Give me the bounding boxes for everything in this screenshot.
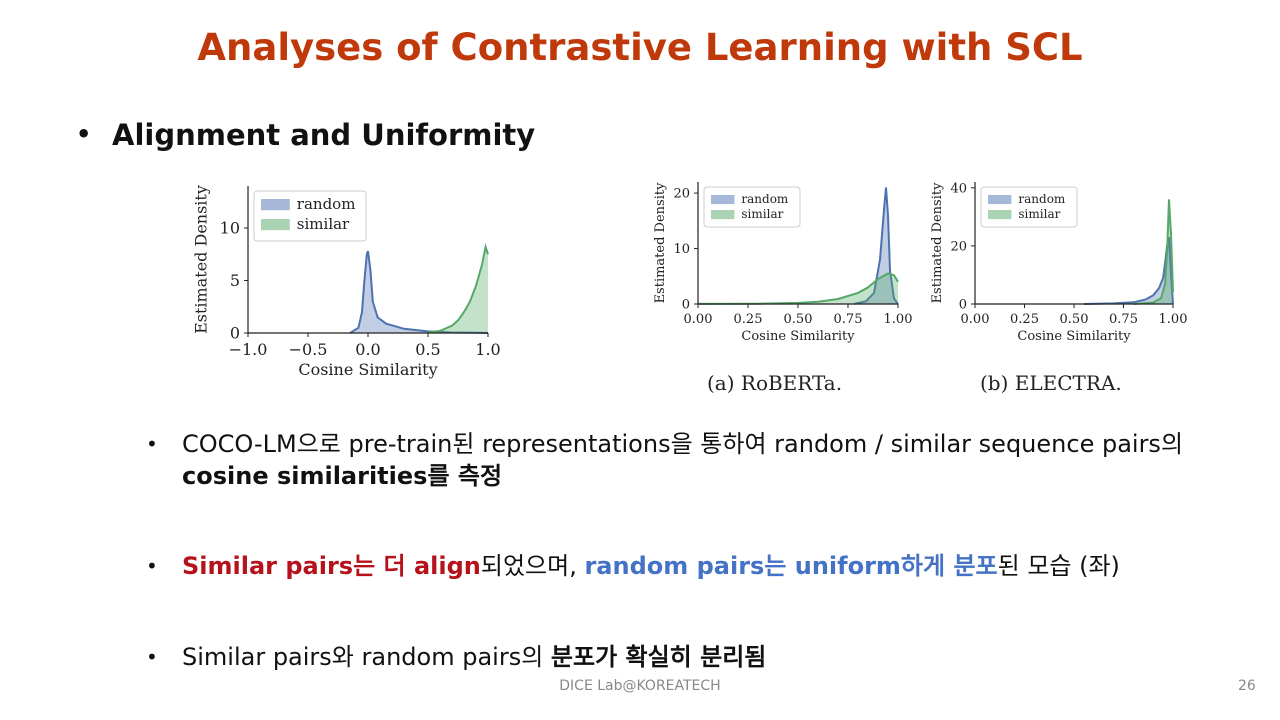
bullet-3-part-1: Similar pairs와 random pairs의 [182, 643, 551, 671]
legend-label-similar: similar [1018, 207, 1060, 221]
bullet-2-text: Similar pairs는 더 align되었으며, random pairs… [182, 550, 1206, 582]
y-tick-label: 10 [220, 219, 240, 238]
x-tick-label: 0.0 [355, 340, 380, 359]
y-tick-label: 40 [950, 181, 967, 196]
y-axis-label: Estimated Density [930, 182, 945, 304]
bullet-2: • Similar pairs는 더 align되었으며, random pai… [146, 550, 1206, 582]
legend-swatch-similar [988, 210, 1012, 220]
legend-swatch-similar [711, 210, 735, 220]
legend-label-similar: similar [741, 207, 783, 221]
bullet-2-part-1: Similar pairs는 더 align [182, 552, 481, 580]
series-area-random [1083, 237, 1173, 304]
legend-label-random: random [1018, 192, 1066, 206]
legend-swatch-random [261, 199, 290, 211]
x-tick-label: −0.5 [289, 340, 328, 359]
x-tick-label: 0.25 [1010, 312, 1039, 327]
bullet-1-text: COCO-LM으로 pre-train된 representations을 통하… [182, 428, 1206, 492]
chart-roberta: 0.00 0.25 0.50 0.75 1.00 0 10 20 Cosine Similari… [653, 182, 913, 344]
bullet-1-part-2: cosine similarities를 측정 [182, 462, 503, 490]
x-tick-label: 0.75 [834, 312, 863, 327]
legend-swatch-similar [261, 219, 290, 231]
series-line-similar [697, 272, 899, 305]
chart-electra: 0.00 0.25 0.50 0.75 1.00 0 20 40 Cosine Similari… [930, 181, 1188, 344]
x-tick-label: 0.00 [961, 312, 990, 327]
series-line-random [853, 187, 899, 305]
series-area-random [350, 251, 488, 333]
x-tick-label: 0.50 [784, 312, 813, 327]
bullet-3: • Similar pairs와 random pairs의 분포가 확실히 분… [146, 641, 1206, 673]
legend-label-random: random [297, 195, 356, 213]
x-tick-label: −1.0 [229, 340, 268, 359]
series-line-similar [427, 242, 489, 334]
series-line-random [1083, 236, 1174, 305]
section-bullet: • Alignment and Uniformity [76, 118, 535, 152]
page-number: 26 [1238, 678, 1256, 694]
series-line-similar [1133, 199, 1174, 305]
bullet-3-part-2: 분포가 확실히 분리됨 [550, 643, 767, 671]
y-tick-label: 20 [673, 187, 690, 202]
series-line-random [349, 250, 489, 334]
x-axis-label: Cosine Similarity [298, 360, 437, 379]
x-tick-label: 0.25 [734, 312, 763, 327]
y-tick-label: 20 [950, 239, 967, 254]
legend-label-similar: similar [297, 215, 350, 233]
bullet-2-part-3: random pairs는 uniform하게 분포 [584, 552, 998, 580]
y-tick-label: 10 [673, 242, 690, 257]
slide-title: Analyses of Contrastive Learning with SC… [197, 26, 1083, 69]
x-tick-label: 1.0 [475, 340, 500, 359]
x-axis-label: Cosine Similarity [741, 329, 855, 344]
y-tick-label: 5 [230, 271, 240, 290]
y-tick-label: 0 [682, 298, 690, 313]
chart-coco-lm: −1.0 −0.5 0.0 0.5 1.0 0 5 10 Cosine Similarity Es… [191, 185, 500, 379]
caption-electra: (b) ELECTRA. [980, 371, 1122, 395]
x-tick-label: 0.5 [415, 340, 440, 359]
series-area-similar [698, 273, 898, 304]
section-bullet-text: Alignment and Uniformity [112, 118, 536, 152]
bullet-dot: • [146, 554, 158, 578]
bullet-2-part-2: 되었으며, [480, 552, 585, 580]
caption-roberta: (a) RoBERTa. [707, 371, 843, 395]
bullet-1-part-1: COCO-LM으로 pre-train된 representations을 통하… [182, 430, 1184, 458]
x-tick-label: 0.75 [1109, 312, 1138, 327]
x-tick-label: 1.00 [884, 312, 913, 327]
footer: DICE Lab@KOREATECH [559, 678, 721, 694]
legend-swatch-random [711, 195, 735, 205]
bullet-dot: • [76, 120, 92, 148]
x-tick-label: 0.00 [684, 312, 713, 327]
x-tick-label: 1.00 [1159, 312, 1188, 327]
bullet-dot: • [146, 432, 158, 456]
y-tick-label: 0 [959, 298, 967, 313]
bullet-2-part-4: 된 모습 (좌) [997, 552, 1120, 580]
bullet-3-text: Similar pairs와 random pairs의 분포가 확실히 분리됨 [182, 641, 1206, 673]
legend-swatch-random [988, 195, 1012, 205]
x-tick-label: 0.50 [1060, 312, 1089, 327]
y-axis-label: Estimated Density [191, 185, 210, 334]
series-area-similar [428, 246, 488, 333]
y-axis-label: Estimated Density [653, 182, 668, 304]
legend-label-random: random [741, 192, 789, 206]
x-axis-label: Cosine Similarity [1017, 329, 1131, 344]
bullet-1: • COCO-LM으로 pre-train된 representations을 … [146, 428, 1206, 492]
y-tick-label: 0 [230, 324, 240, 343]
bullet-dot: • [146, 645, 158, 669]
